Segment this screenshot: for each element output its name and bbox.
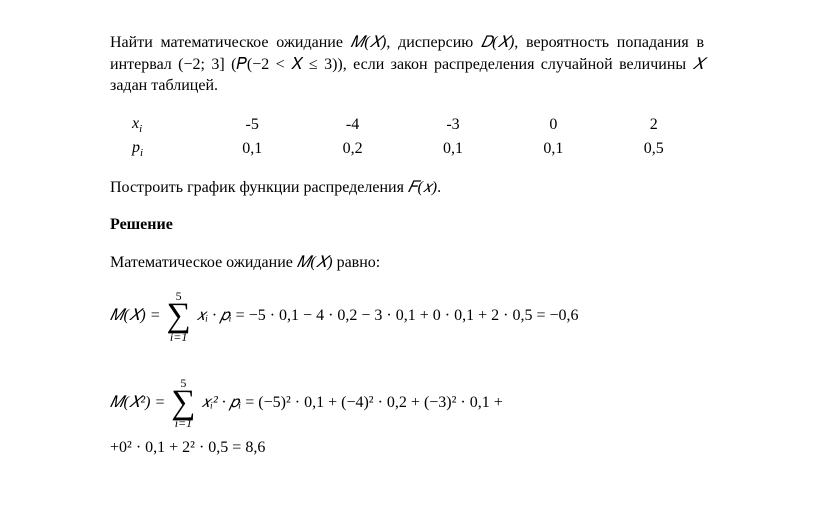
dx-symbol: 𝐷(𝑋) [481, 34, 514, 51]
p-cell: 0,2 [302, 137, 402, 161]
x-cell: -3 [403, 113, 503, 137]
x-cell: 2 [604, 113, 704, 137]
spacer [110, 359, 704, 365]
sigma-icon: ∑ [171, 389, 195, 418]
period: . [437, 179, 441, 196]
eq2-rhs1: = (−5)² · 0,1 + (−4)² · 0,2 + (−3)² · 0,… [245, 392, 503, 414]
task-text-1: Найти математическое ожидание [110, 34, 351, 51]
p-cell: 0,1 [503, 137, 603, 161]
mx-symbol-2: 𝑀(𝑋) [297, 254, 333, 271]
task-text-4: , если закон распределения случайной вел… [343, 56, 693, 73]
mx-symbol: 𝑀(𝑋) [351, 34, 387, 51]
build-prefix: Построить график функции распределения [110, 179, 408, 196]
mx-intro-prefix: Математическое ожидание [110, 254, 297, 271]
p-cell: 0,5 [604, 137, 704, 161]
eq2-line1: 𝑀(𝑋²) = 5 ∑ i=1 𝑥ᵢ² · 𝑝ᵢ = (−5)² · 0,1 +… [110, 377, 704, 430]
equation-mx: 𝑀(𝑋) = 5 ∑ i=1 𝑥ᵢ · 𝑝ᵢ = −5 · 0,1 − 4 · … [110, 290, 704, 343]
eq1-body: 𝑥ᵢ · 𝑝ᵢ [197, 305, 232, 327]
eq1-lhs: 𝑀(𝑋) = [110, 305, 161, 327]
fx-symbol: 𝐹(𝑥) [408, 179, 437, 196]
sigma-icon: ∑ [167, 302, 191, 331]
p-row-header: pi [110, 137, 202, 161]
x-row-header: xi [110, 113, 202, 137]
sum-bot: i=1 [167, 331, 191, 343]
distribution-table: xi -5 -4 -3 0 2 pi 0,1 0,2 0,1 0,1 0,5 [110, 113, 704, 161]
task-text-end: задан таблицей. [110, 77, 218, 94]
p-cell: 0,1 [403, 137, 503, 161]
eq2-body: 𝑥ᵢ² · 𝑝ᵢ [202, 392, 242, 414]
eq1-rhs: = −5 · 0,1 − 4 · 0,2 − 3 · 0,1 + 0 · 0,1… [236, 305, 579, 327]
x-sub: i [139, 123, 142, 135]
x-cell: 0 [503, 113, 603, 137]
interval-text: (−2; 3] [178, 56, 225, 73]
x-var: 𝑋 [693, 56, 705, 73]
task-text-2: , дисперсию [386, 34, 481, 51]
p-label: p [132, 139, 140, 156]
solution-heading: Решение [110, 214, 704, 236]
p-cell: 0,1 [202, 137, 302, 161]
eq2-line2: +0² · 0,1 + 2² · 0,5 = 8,6 [110, 437, 704, 459]
mx-intro: Математическое ожидание 𝑀(𝑋) равно: [110, 252, 704, 274]
p-sub: i [140, 147, 143, 159]
sum-bot: i=1 [171, 417, 195, 429]
equation-mx2: 𝑀(𝑋²) = 5 ∑ i=1 𝑥ᵢ² · 𝑝ᵢ = (−5)² · 0,1 +… [110, 377, 704, 459]
build-graph-paragraph: Построить график функции распределения 𝐹… [110, 177, 704, 199]
table-row: pi 0,1 0,2 0,1 0,1 0,5 [110, 137, 704, 161]
x-cell: -5 [202, 113, 302, 137]
sum-symbol: 5 ∑ i=1 [167, 290, 191, 343]
prob-expr: (𝑃(−2 < 𝑋 ≤ 3)) [231, 56, 343, 73]
sum-symbol: 5 ∑ i=1 [171, 377, 195, 430]
x-cell: -4 [302, 113, 402, 137]
eq2-lhs: 𝑀(𝑋²) = [110, 392, 165, 414]
table-row: xi -5 -4 -3 0 2 [110, 113, 704, 137]
document-page: Найти математическое ожидание 𝑀(𝑋), дисп… [0, 0, 814, 509]
content-area: Найти математическое ожидание 𝑀(𝑋), дисп… [110, 32, 704, 459]
mx-intro-suffix: равно: [333, 254, 381, 271]
task-paragraph: Найти математическое ожидание 𝑀(𝑋), дисп… [110, 32, 704, 97]
